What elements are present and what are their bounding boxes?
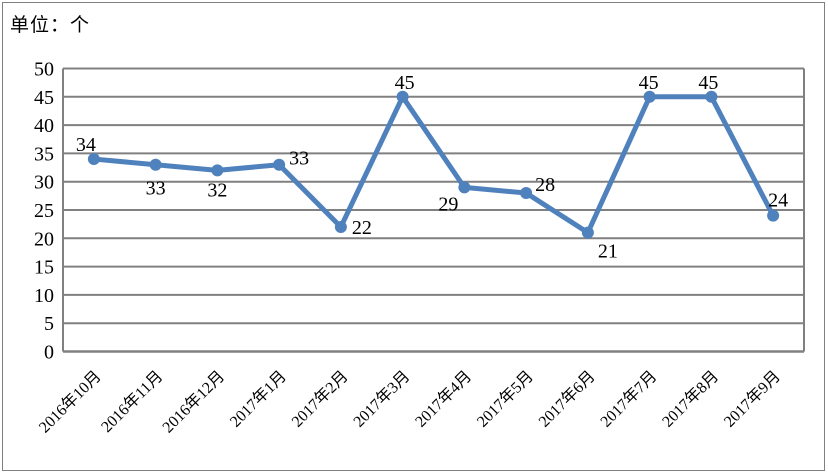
x-axis-tick-label: 2017年2月 [288, 367, 352, 431]
data-point-marker [705, 90, 718, 103]
data-point-marker [149, 158, 162, 171]
y-axis-tick-label: 35 [34, 143, 54, 165]
x-axis-tick-label: 2017年1月 [226, 367, 290, 431]
data-label: 29 [438, 193, 458, 215]
data-point-marker [581, 226, 594, 239]
x-axis-tick-label: 2016年10月 [35, 367, 104, 436]
x-axis-tick-label: 2016年12月 [159, 367, 228, 436]
data-label: 34 [76, 134, 96, 156]
x-axis-tick-label: 2017年3月 [350, 367, 414, 431]
x-axis-tick-label: 2017年4月 [412, 367, 476, 431]
x-axis-tick-label: 2017年8月 [659, 367, 723, 431]
data-label: 21 [598, 241, 618, 263]
data-label: 45 [698, 72, 718, 94]
y-axis-tick-label: 5 [44, 313, 54, 335]
data-label: 45 [639, 72, 659, 94]
y-axis-tick-label: 0 [44, 342, 54, 364]
data-label: 33 [146, 178, 166, 200]
y-axis-tick-label: 15 [34, 257, 54, 279]
data-point-marker [273, 158, 286, 171]
data-label: 28 [535, 174, 555, 196]
unit-label: 单位：个 [10, 15, 91, 36]
x-axis-tick-label: 2017年7月 [597, 367, 661, 431]
data-label: 24 [768, 190, 788, 212]
y-axis-tick-label: 20 [34, 228, 54, 250]
data-point-marker [211, 164, 224, 177]
y-axis-tick-label: 25 [34, 200, 54, 222]
data-point-marker [643, 90, 656, 103]
y-axis-tick-label: 30 [34, 172, 54, 194]
data-label: 22 [352, 217, 372, 239]
data-point-marker [87, 153, 100, 166]
x-axis-tick-label: 2017年6月 [535, 367, 599, 431]
data-label: 45 [395, 72, 415, 94]
data-point-marker [334, 220, 347, 233]
data-point-marker [458, 181, 471, 194]
x-axis-tick-label: 2016年11月 [98, 367, 167, 436]
y-axis-tick-label: 50 [34, 59, 54, 81]
y-axis-tick-label: 40 [34, 115, 54, 137]
y-axis-tick-label: 45 [34, 87, 54, 109]
x-axis-tick-label: 2017年9月 [720, 367, 784, 431]
data-point-marker [520, 187, 533, 200]
data-label: 33 [289, 148, 309, 170]
data-point-marker [767, 209, 780, 222]
x-axis-tick-label: 2017年5月 [473, 367, 537, 431]
data-label: 32 [207, 179, 227, 201]
data-point-marker [396, 90, 409, 103]
series-line [91, 94, 776, 236]
y-axis-tick-label: 10 [34, 285, 54, 307]
